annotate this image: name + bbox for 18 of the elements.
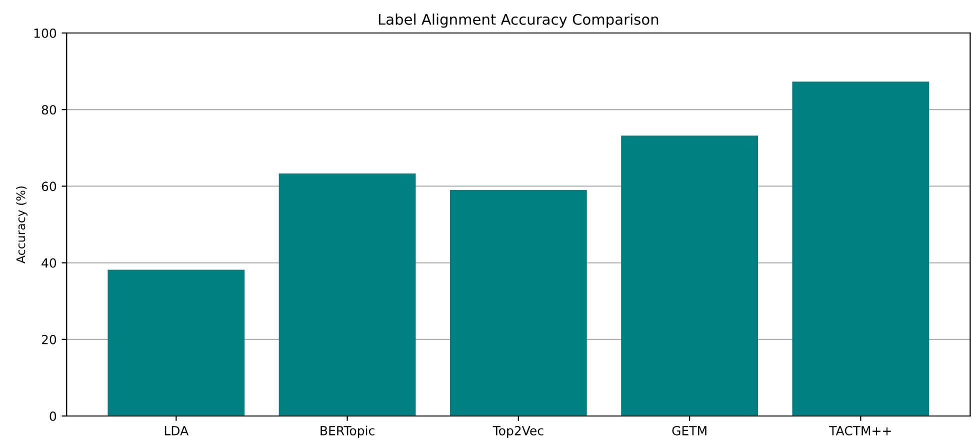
- x-tick-label: LDA: [164, 426, 189, 436]
- x-tick-label: BERTopic: [320, 426, 374, 438]
- y-tick-label: 20: [42, 334, 56, 344]
- y-tick-label: 40: [42, 258, 56, 268]
- bar: [108, 270, 245, 416]
- bar: [450, 190, 587, 416]
- chart-title: Label Alignment Accuracy Comparison: [378, 14, 658, 28]
- bar: [792, 82, 930, 416]
- y-tick-label: 80: [42, 105, 56, 115]
- y-tick-label: 0: [50, 411, 56, 421]
- y-tick-label: 60: [42, 182, 56, 192]
- x-tick-label: Top2Vec: [492, 426, 544, 438]
- bar: [621, 136, 758, 416]
- x-tick-label: TACTM++: [829, 426, 891, 436]
- y-axis-title: Accuracy (%): [16, 186, 28, 264]
- y-tick-label: 100: [34, 28, 56, 38]
- x-tick-label: GETM: [672, 426, 706, 436]
- bar: [278, 174, 416, 416]
